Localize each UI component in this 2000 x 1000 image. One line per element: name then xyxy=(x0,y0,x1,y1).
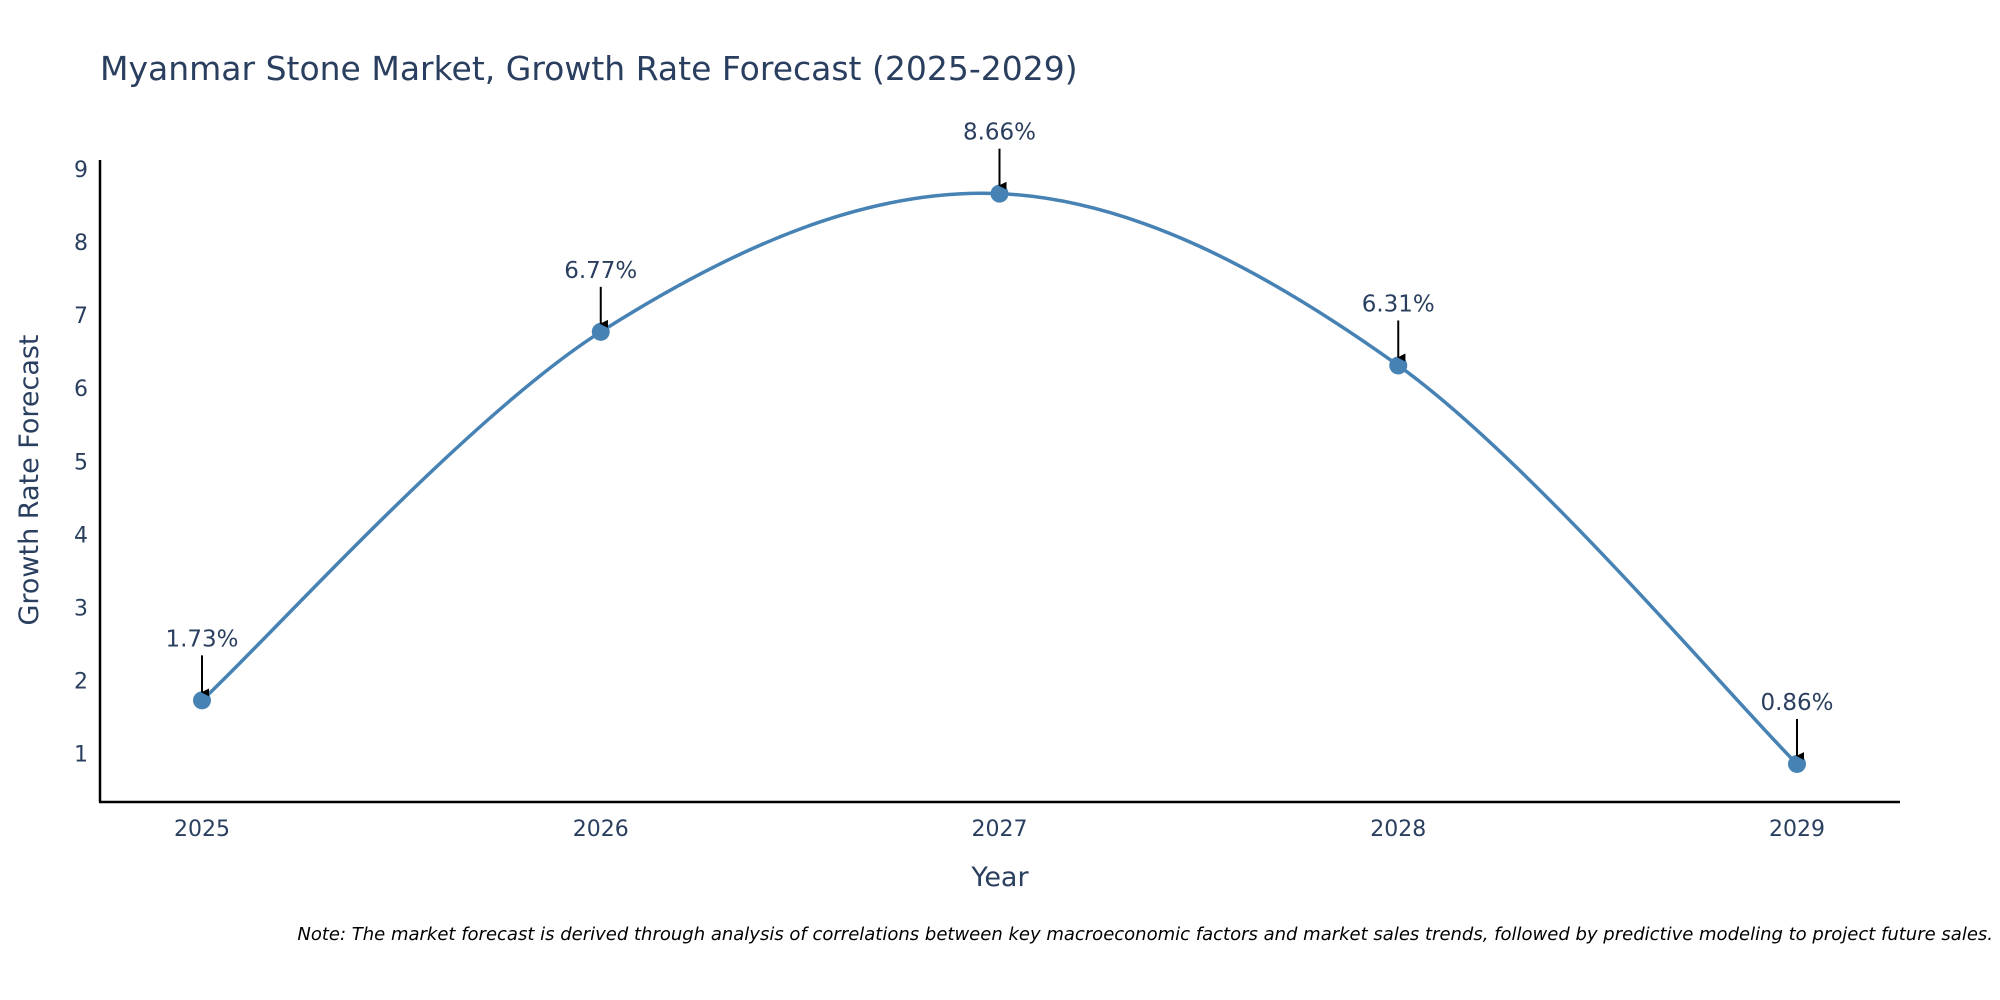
y-tick-label: 6 xyxy=(74,377,88,402)
y-tick-label: 4 xyxy=(74,523,88,548)
data-markers xyxy=(193,184,1806,773)
data-label-2027: 8.66% xyxy=(963,120,1036,146)
y-tick-label: 5 xyxy=(74,450,88,475)
y-tick-label: 9 xyxy=(74,158,88,183)
data-point-2027 xyxy=(990,184,1009,203)
y-axis-ticks: 1 2 3 4 5 6 7 8 9 xyxy=(74,158,88,768)
x-axis-title: Year xyxy=(970,862,1029,893)
data-label-2026: 6.77% xyxy=(564,258,637,284)
y-tick-label: 1 xyxy=(74,743,88,768)
x-tick-label: 2029 xyxy=(1769,817,1825,842)
y-tick-label: 7 xyxy=(74,304,88,329)
data-point-2026 xyxy=(591,322,610,341)
data-point-2028 xyxy=(1389,356,1408,375)
x-tick-label: 2025 xyxy=(174,817,230,842)
data-annotations: 1.73% 6.77% 8.66% 6.31% 0.86% xyxy=(165,120,1834,760)
chart-title: Myanmar Stone Market, Growth Rate Foreca… xyxy=(100,49,1078,88)
x-axis-ticks: 2025 2026 2027 2028 2029 xyxy=(174,817,1825,842)
data-label-2029: 0.86% xyxy=(1760,690,1833,716)
y-tick-label: 3 xyxy=(74,596,88,621)
data-point-2029 xyxy=(1788,754,1806,773)
data-label-2025: 1.73% xyxy=(165,626,238,652)
x-tick-label: 2027 xyxy=(972,817,1028,842)
y-tick-label: 8 xyxy=(74,231,88,256)
data-label-2028: 6.31% xyxy=(1362,291,1435,317)
x-tick-label: 2028 xyxy=(1370,817,1426,842)
series-line xyxy=(200,191,1799,766)
y-tick-label: 2 xyxy=(74,670,88,695)
y-axis-title: Growth Rate Forecast xyxy=(14,334,45,625)
footnote: Note: The market forecast is derived thr… xyxy=(297,924,1993,945)
data-point-2025 xyxy=(193,691,211,710)
x-tick-label: 2026 xyxy=(573,817,629,842)
